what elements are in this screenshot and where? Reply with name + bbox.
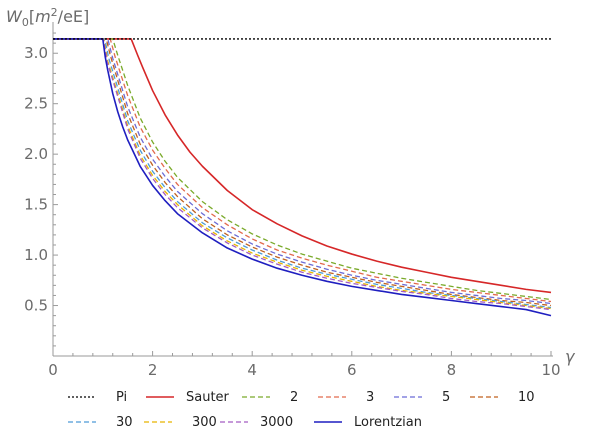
y-tick-label: 2.0 (24, 145, 48, 163)
legend-label-3000: 3000 (260, 415, 293, 430)
y-axis-label-sup: 2 (51, 6, 58, 19)
series-line-sauter (53, 38, 552, 294)
series-line-2 (53, 38, 552, 301)
x-tick-label: 4 (247, 361, 257, 379)
legend-label-sauter: Sauter (186, 390, 230, 405)
x-tick-label: 6 (347, 361, 357, 379)
x-tick-label: 8 (447, 361, 457, 379)
y-tick-label: 2.5 (24, 95, 48, 113)
legend-label-2: 2 (290, 390, 298, 405)
y-tick-label: 0.5 (24, 297, 48, 315)
y-axis-label-open: [ (29, 7, 35, 26)
y-axis-label-sub: 0 (22, 16, 29, 29)
series-line-3000 (53, 38, 552, 311)
series-line-3 (53, 38, 552, 303)
y-axis-label-m: m (35, 7, 51, 26)
x-tick-label: 10 (541, 361, 560, 379)
series-line-10 (53, 38, 552, 307)
x-tick-label: 2 (148, 361, 158, 379)
y-tick-label: 1.0 (24, 246, 48, 264)
legend-label-300: 300 (192, 415, 217, 430)
legend-label-lorentzian: Lorentzian (354, 415, 422, 430)
legend-label-10: 10 (518, 390, 535, 405)
series-line-lorentzian (53, 38, 552, 317)
legend-label-3: 3 (366, 390, 374, 405)
series-line-30 (53, 38, 552, 309)
y-axis-label: W0[m2/eE] (6, 6, 89, 29)
x-axis-label: γ (565, 347, 576, 366)
y-axis-label-rest: /eE] (58, 7, 90, 26)
y-tick-label: 3.0 (24, 44, 48, 62)
y-axis-label-symbol: W (6, 7, 23, 26)
series-line-300 (53, 38, 552, 310)
y-tick-label: 1.5 (24, 196, 48, 214)
legend-label-5: 5 (442, 390, 450, 405)
series-line-5 (53, 38, 552, 305)
legend-label-pi: Pi (116, 390, 127, 405)
legend-label-30: 30 (116, 415, 133, 430)
x-tick-label: 0 (48, 361, 58, 379)
